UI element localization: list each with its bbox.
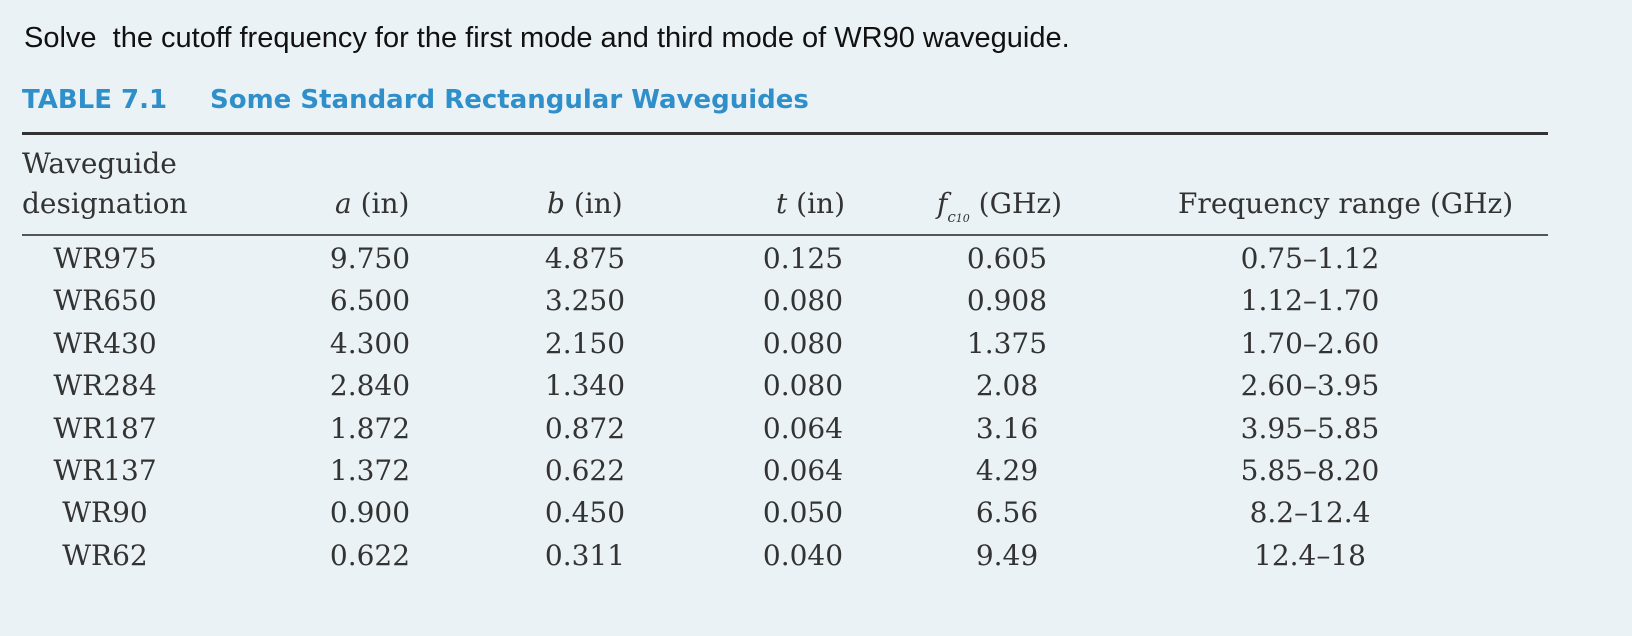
header-b: b (in) [547,190,623,218]
header-fc-sub: c10 [947,208,969,226]
table-caption: TABLE 7.1 Some Standard Rectangular Waveg… [22,85,809,115]
cell-cutoff-frequency: 4.29 [975,454,1039,487]
cell-a: 6.500 [329,284,411,318]
cell-designation: WR650 [53,284,157,318]
cell-frequency-range: 0.75–1.12 [1240,242,1380,275]
header-b-symbol: b [547,187,565,220]
cell-cutoff-frequency: 6.56 [975,496,1039,530]
cell-b: 0.450 [544,496,626,530]
table-top-rule [22,132,1548,135]
question-text: Solve the cutoff frequency for the first… [24,22,1070,54]
header-a-symbol: a [335,187,352,220]
cell-a: 0.622 [329,538,411,572]
cell-cutoff-frequency: 0.908 [966,284,1048,318]
header-b-unit: (in) [564,187,623,220]
cell-t: 0.080 [762,326,844,360]
cell-designation: WR137 [53,454,157,487]
header-a: a (in) [335,190,409,218]
cell-cutoff-frequency: 0.605 [966,242,1048,275]
cell-a: 2.840 [329,369,411,403]
cell-t: 0.040 [762,538,844,572]
cell-b: 2.150 [544,326,626,360]
cell-a: 0.900 [329,496,411,530]
cell-b: 4.875 [544,242,626,275]
cell-frequency-range: 1.12–1.70 [1240,284,1380,318]
cell-t: 0.064 [762,411,844,445]
header-frequency-range: Frequency range (GHz) [1178,187,1514,220]
cell-frequency-range: 8.2–12.4 [1249,496,1371,530]
header-designation-line2: designation [22,187,188,220]
cell-t: 0.064 [762,454,844,487]
cell-cutoff-frequency: 1.375 [966,326,1048,360]
cell-frequency-range: 1.70–2.60 [1240,326,1380,360]
header-designation-line1: Waveguide [22,147,177,180]
header-cutoff-frequency: fc10 (GHz) [937,187,1063,225]
cell-designation: WR975 [53,242,157,275]
cell-a: 9.750 [329,242,411,275]
cell-designation: WR62 [62,538,148,572]
table-number: TABLE 7.1 [22,85,168,115]
cell-frequency-range: 2.60–3.95 [1240,369,1380,403]
header-t: t (in) [776,190,845,218]
cell-designation: WR187 [53,411,157,445]
header-fc-subsub: 10 [955,212,970,225]
cell-b: 3.250 [544,284,626,318]
cell-t: 0.050 [762,496,844,530]
cell-b: 0.872 [544,411,626,445]
cell-t: 0.080 [762,284,844,318]
cell-frequency-range: 3.95–5.85 [1240,411,1380,445]
cell-frequency-range: 5.85–8.20 [1240,454,1380,487]
cell-designation: WR430 [53,326,157,360]
cell-t: 0.125 [762,242,844,275]
cell-cutoff-frequency: 9.49 [975,538,1039,572]
cell-a: 1.872 [329,411,411,445]
cell-b: 1.340 [544,369,626,403]
table-title: Some Standard Rectangular Waveguides [210,85,809,115]
cell-cutoff-frequency: 2.08 [975,369,1039,403]
cell-a: 1.372 [329,454,411,487]
cell-designation: WR90 [62,496,148,530]
cell-t: 0.080 [762,369,844,403]
header-fc-sub-letter: c [947,208,956,226]
cell-b: 0.622 [544,454,626,487]
cell-designation: WR284 [53,369,157,403]
header-a-unit: (in) [351,187,410,220]
header-t-symbol: t [776,187,788,220]
header-fc-unit: (GHz) [969,187,1063,220]
cell-a: 4.300 [329,326,411,360]
cell-b: 0.311 [544,538,626,572]
cell-frequency-range: 12.4–18 [1254,538,1366,572]
header-t-unit: (in) [787,187,846,220]
cell-cutoff-frequency: 3.16 [975,411,1039,445]
table-header-rule [22,234,1548,236]
header-fc-symbol: f [937,187,948,220]
